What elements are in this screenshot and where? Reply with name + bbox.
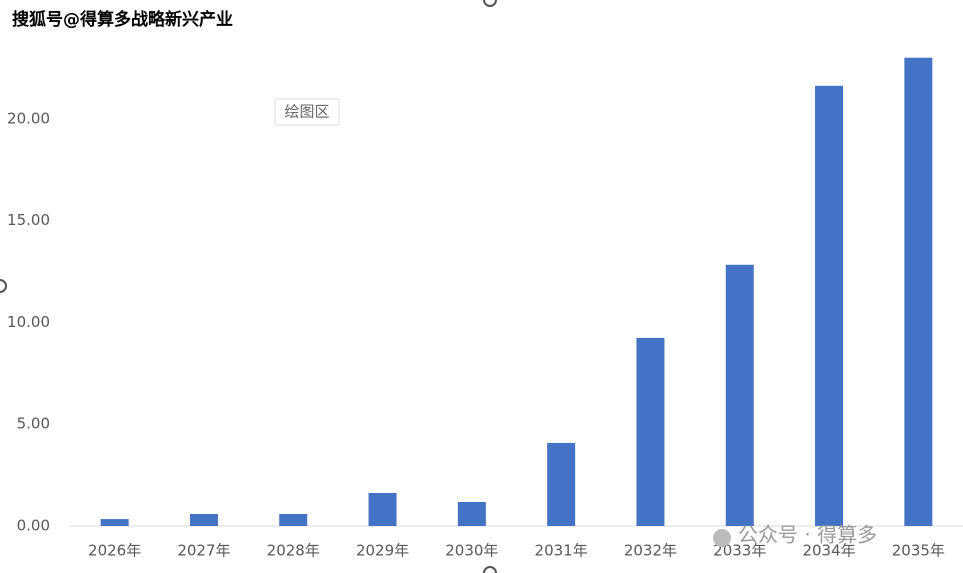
bar xyxy=(547,442,576,526)
x-tick-label: 2028年 xyxy=(267,542,320,560)
bar xyxy=(368,493,397,526)
plot-area-label: 绘图区 xyxy=(284,103,329,121)
x-tick-label: 2032年 xyxy=(624,542,677,560)
x-tick-label: 2029年 xyxy=(356,542,409,560)
wechat-icon xyxy=(713,529,731,547)
bar xyxy=(457,501,486,526)
watermark: 搜狐号@得算多战略新兴产业 xyxy=(12,9,233,30)
x-tick-label: 2030年 xyxy=(445,542,498,560)
x-tick-label: 2035年 xyxy=(892,542,945,560)
y-tick-label: 5.00 xyxy=(17,415,50,433)
tooltip-box xyxy=(274,98,340,126)
bar xyxy=(725,264,754,526)
y-tick-label: 0.00 xyxy=(17,517,50,535)
x-tick-label: 2031年 xyxy=(535,542,588,560)
resize-handle xyxy=(0,279,7,293)
bar xyxy=(815,85,844,526)
resize-handle xyxy=(483,0,497,7)
bar xyxy=(279,513,308,526)
watermark: 公众号 · 得算多 xyxy=(738,523,877,547)
bar xyxy=(904,57,933,526)
x-tick-label: 2027年 xyxy=(177,542,230,560)
bar xyxy=(189,513,218,526)
y-tick-label: 15.00 xyxy=(7,211,50,229)
bar xyxy=(636,337,665,526)
y-tick-label: 10.00 xyxy=(7,313,50,331)
x-tick-label: 2034年 xyxy=(802,542,855,560)
x-tick-label: 2033年 xyxy=(713,542,766,560)
resize-handle xyxy=(483,566,497,573)
y-tick-label: 20.00 xyxy=(7,109,50,127)
x-tick-label: 2026年 xyxy=(88,542,141,560)
bar xyxy=(100,519,129,526)
